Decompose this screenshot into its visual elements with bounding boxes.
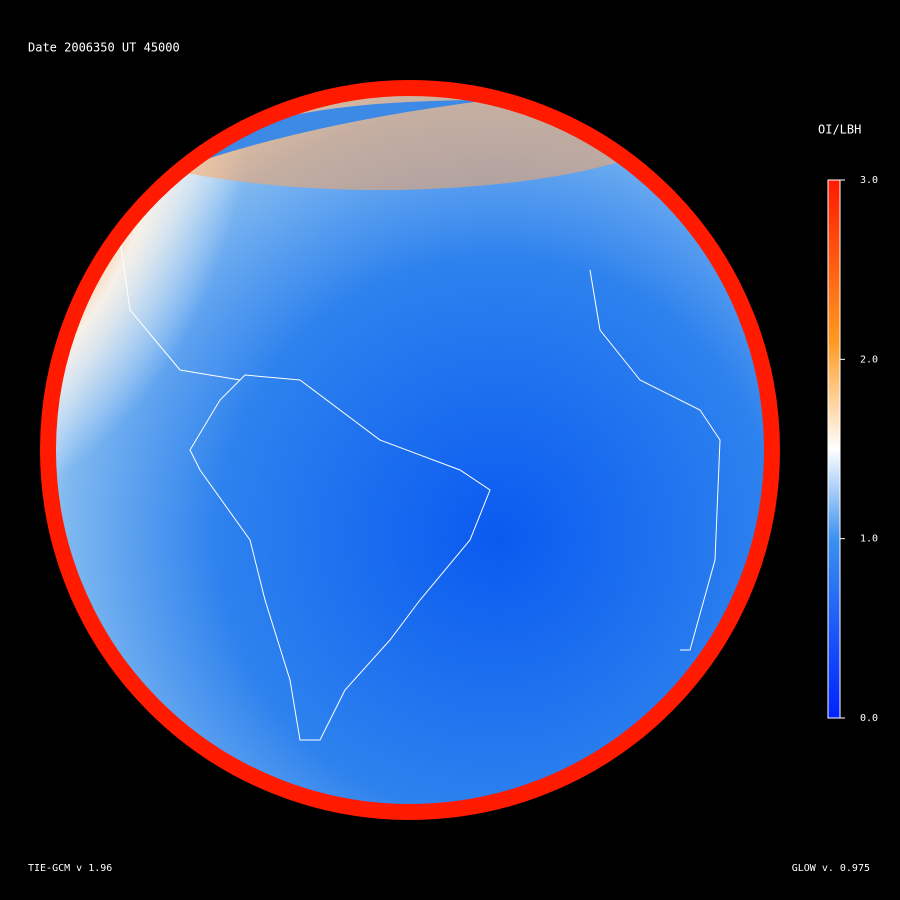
colorbar-ticks: 3.0 2.0 1.0 0.0 [840,175,878,724]
footer-right: GLOW v. 0.975 [792,863,870,874]
colorbar-tick-label: 2.0 [860,354,878,365]
colorbar [827,179,841,719]
title: Date 2006350 UT 45000 [28,41,180,55]
coastline [189,374,491,741]
footer-left: TIE-GCM v 1.96 [28,863,112,874]
limb [40,80,780,820]
polar-glow [50,88,710,190]
colorbar-tick-label: 3.0 [860,175,878,186]
colorbar-tick-label: 0.0 [860,713,878,724]
coastline [119,239,241,381]
dayside-glow [48,88,540,670]
coastline [589,269,721,651]
globe [40,80,780,820]
colorbar-tick-label: 1.0 [860,534,878,545]
colorbar-label: OI/LBH [818,123,861,137]
